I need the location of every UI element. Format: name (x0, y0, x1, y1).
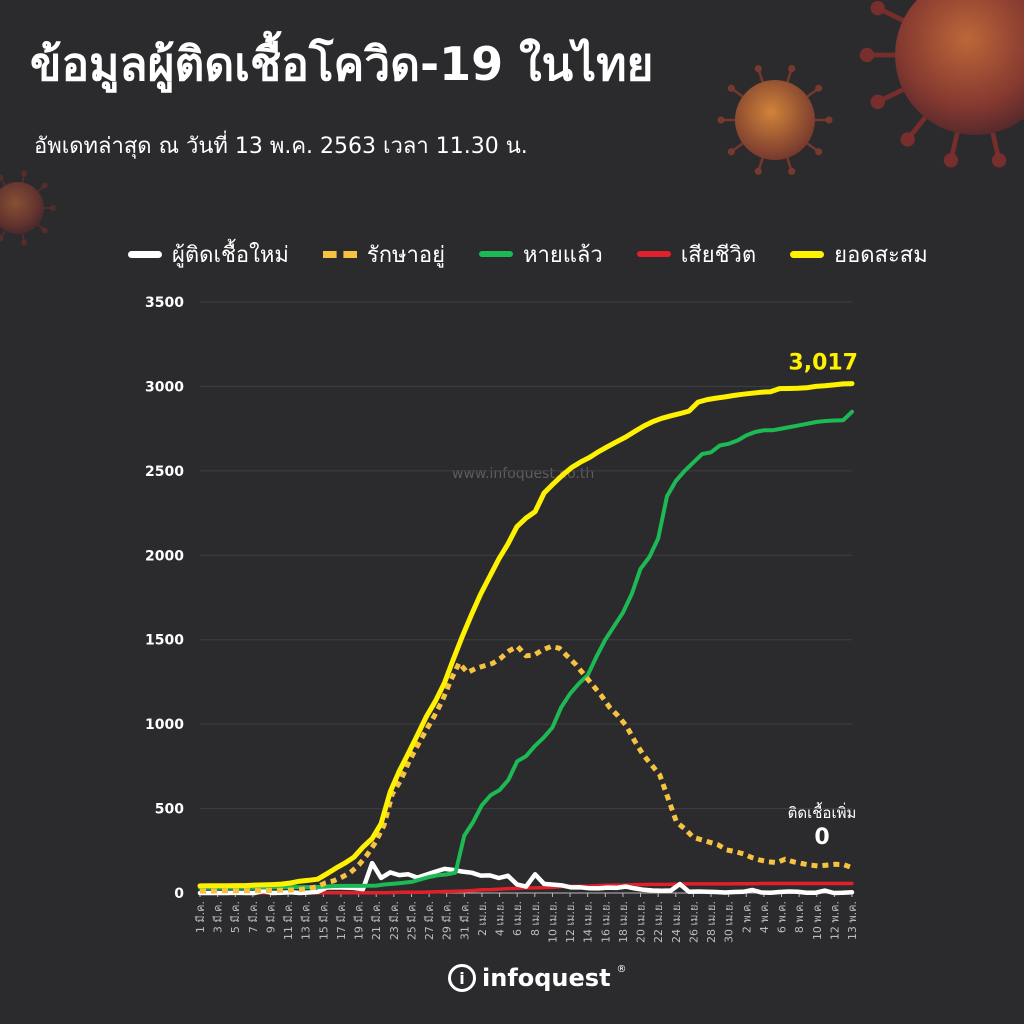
x-tick-label: 10 พ.ค. (811, 901, 824, 940)
legend-label-active: รักษาอยู่ (366, 242, 445, 268)
logo-text: infoquest (482, 964, 611, 992)
x-tick-label: 2 พ.ค. (740, 901, 753, 933)
annotation-new-cases-value: 0 (814, 825, 829, 850)
logo-registered-mark: ® (616, 964, 627, 975)
y-tick-label: 1000 (145, 717, 184, 733)
legend-label-cumulative: ยอดสะสม (834, 242, 928, 268)
x-tick-label: 9 มี.ค. (264, 901, 277, 933)
x-tick-label: 28 เม.ย. (705, 901, 718, 943)
x-tick-label: 20 เม.ย. (635, 901, 648, 943)
series-line-recovered (198, 409, 854, 890)
legend-swatch-deaths (636, 251, 671, 257)
x-tick-label: 15 มี.ค. (317, 901, 330, 940)
x-tick-label: 17 มี.ค. (335, 901, 348, 940)
x-tick-label: 27 มี.ค. (423, 901, 436, 940)
y-tick-label: 3000 (145, 379, 184, 395)
series-line-active (200, 644, 853, 894)
x-tick-label: 16 เม.ย. (599, 901, 612, 943)
legend-swatch-new-cases (128, 250, 162, 258)
y-tick-label: 1500 (145, 633, 184, 649)
x-tick-label: 24 เม.ย. (670, 901, 683, 943)
x-tick-label: 13 พ.ค. (846, 901, 859, 940)
legend-label-recovered: หายแล้ว (522, 242, 603, 268)
x-tick-label: 5 มี.ค. (229, 901, 242, 933)
y-tick-label: 500 (155, 802, 184, 818)
page-subtitle: อัพเดทล่าสุด ณ วันที่ 13 พ.ค. 2563 เวลา … (34, 134, 528, 159)
x-tick-label: 12 พ.ค. (828, 901, 841, 940)
x-tick-label: 26 เม.ย. (687, 901, 700, 943)
x-tick-label: 3 มี.ค. (212, 901, 225, 933)
x-tick-label: 12 เม.ย. (564, 901, 577, 943)
annotation-new-cases-label: ติดเชื้อเพิ่ม (788, 802, 857, 822)
x-tick-label: 23 มี.ค. (388, 901, 401, 940)
x-tick-label: 6 พ.ค. (776, 901, 789, 933)
series-line-new-cases (197, 860, 855, 896)
x-tick-label: 7 มี.ค. (247, 901, 260, 933)
series-line-cumulative (197, 381, 855, 889)
x-tick-label: 22 เม.ย. (652, 901, 665, 943)
x-tick-label: 2 เม.ย. (476, 901, 489, 936)
x-tick-label: 14 เม.ย. (582, 901, 595, 943)
x-tick-label: 18 เม.ย. (617, 901, 630, 943)
x-tick-label: 19 มี.ค. (353, 901, 366, 940)
x-tick-label: 21 มี.ค. (370, 901, 383, 940)
legend-swatch-active (322, 250, 357, 258)
x-tick-label: 4 เม.ย. (494, 901, 507, 936)
legend-label-new-cases: ผู้ติดเชื้อใหม่ (172, 242, 289, 268)
y-tick-label: 2000 (145, 548, 184, 564)
virus-icon (0, 170, 57, 246)
x-tick-label: 13 มี.ค. (300, 901, 313, 940)
x-tick-label: 30 เม.ย. (723, 901, 736, 943)
legend-item-active: รักษาอยู่ (322, 237, 445, 272)
virus-icon (717, 65, 833, 175)
x-tick-label: 8 เม.ย. (529, 901, 542, 936)
legend-item-deaths: เสียชีวิต (636, 237, 757, 272)
logo-mark: i (448, 964, 476, 992)
x-tick-label: 31 มี.ค. (458, 901, 471, 940)
y-tick-label: 0 (174, 886, 184, 902)
x-tick-label: 1 มี.ค. (194, 901, 207, 933)
legend-item-recovered: หายแล้ว (478, 237, 603, 272)
legend-label-deaths: เสียชีวิต (680, 242, 757, 268)
legend-swatch-cumulative (790, 250, 825, 258)
virus-icon (859, 0, 1024, 168)
page-title: ข้อมูลผู้ติดเชื้อโควิด-19 ในไทย (30, 37, 654, 91)
x-tick-label: 10 เม.ย. (546, 901, 559, 943)
infoquest-logo: i infoquest ® (448, 960, 627, 996)
x-tick-label: 4 พ.ค. (758, 901, 771, 933)
x-tick-label: 29 มี.ค. (441, 901, 454, 940)
legend-item-cumulative: ยอดสะสม (790, 237, 928, 272)
x-tick-label: 8 พ.ค. (793, 901, 806, 933)
x-tick-label: 6 เม.ย. (511, 901, 524, 936)
chart-legend: ผู้ติดเชื้อใหม่ รักษาอยู่ หายแล้ว เสียชี… (128, 236, 928, 272)
y-tick-label: 2500 (145, 464, 184, 480)
x-tick-label: 11 มี.ค. (282, 901, 295, 940)
legend-swatch-recovered (478, 251, 513, 257)
annotation-cumulative-total: 3,017 (788, 351, 858, 376)
x-tick-label: 25 มี.ค. (405, 901, 418, 940)
legend-item-new-cases: ผู้ติดเชื้อใหม่ (128, 237, 289, 272)
y-tick-label: 3500 (145, 295, 184, 311)
